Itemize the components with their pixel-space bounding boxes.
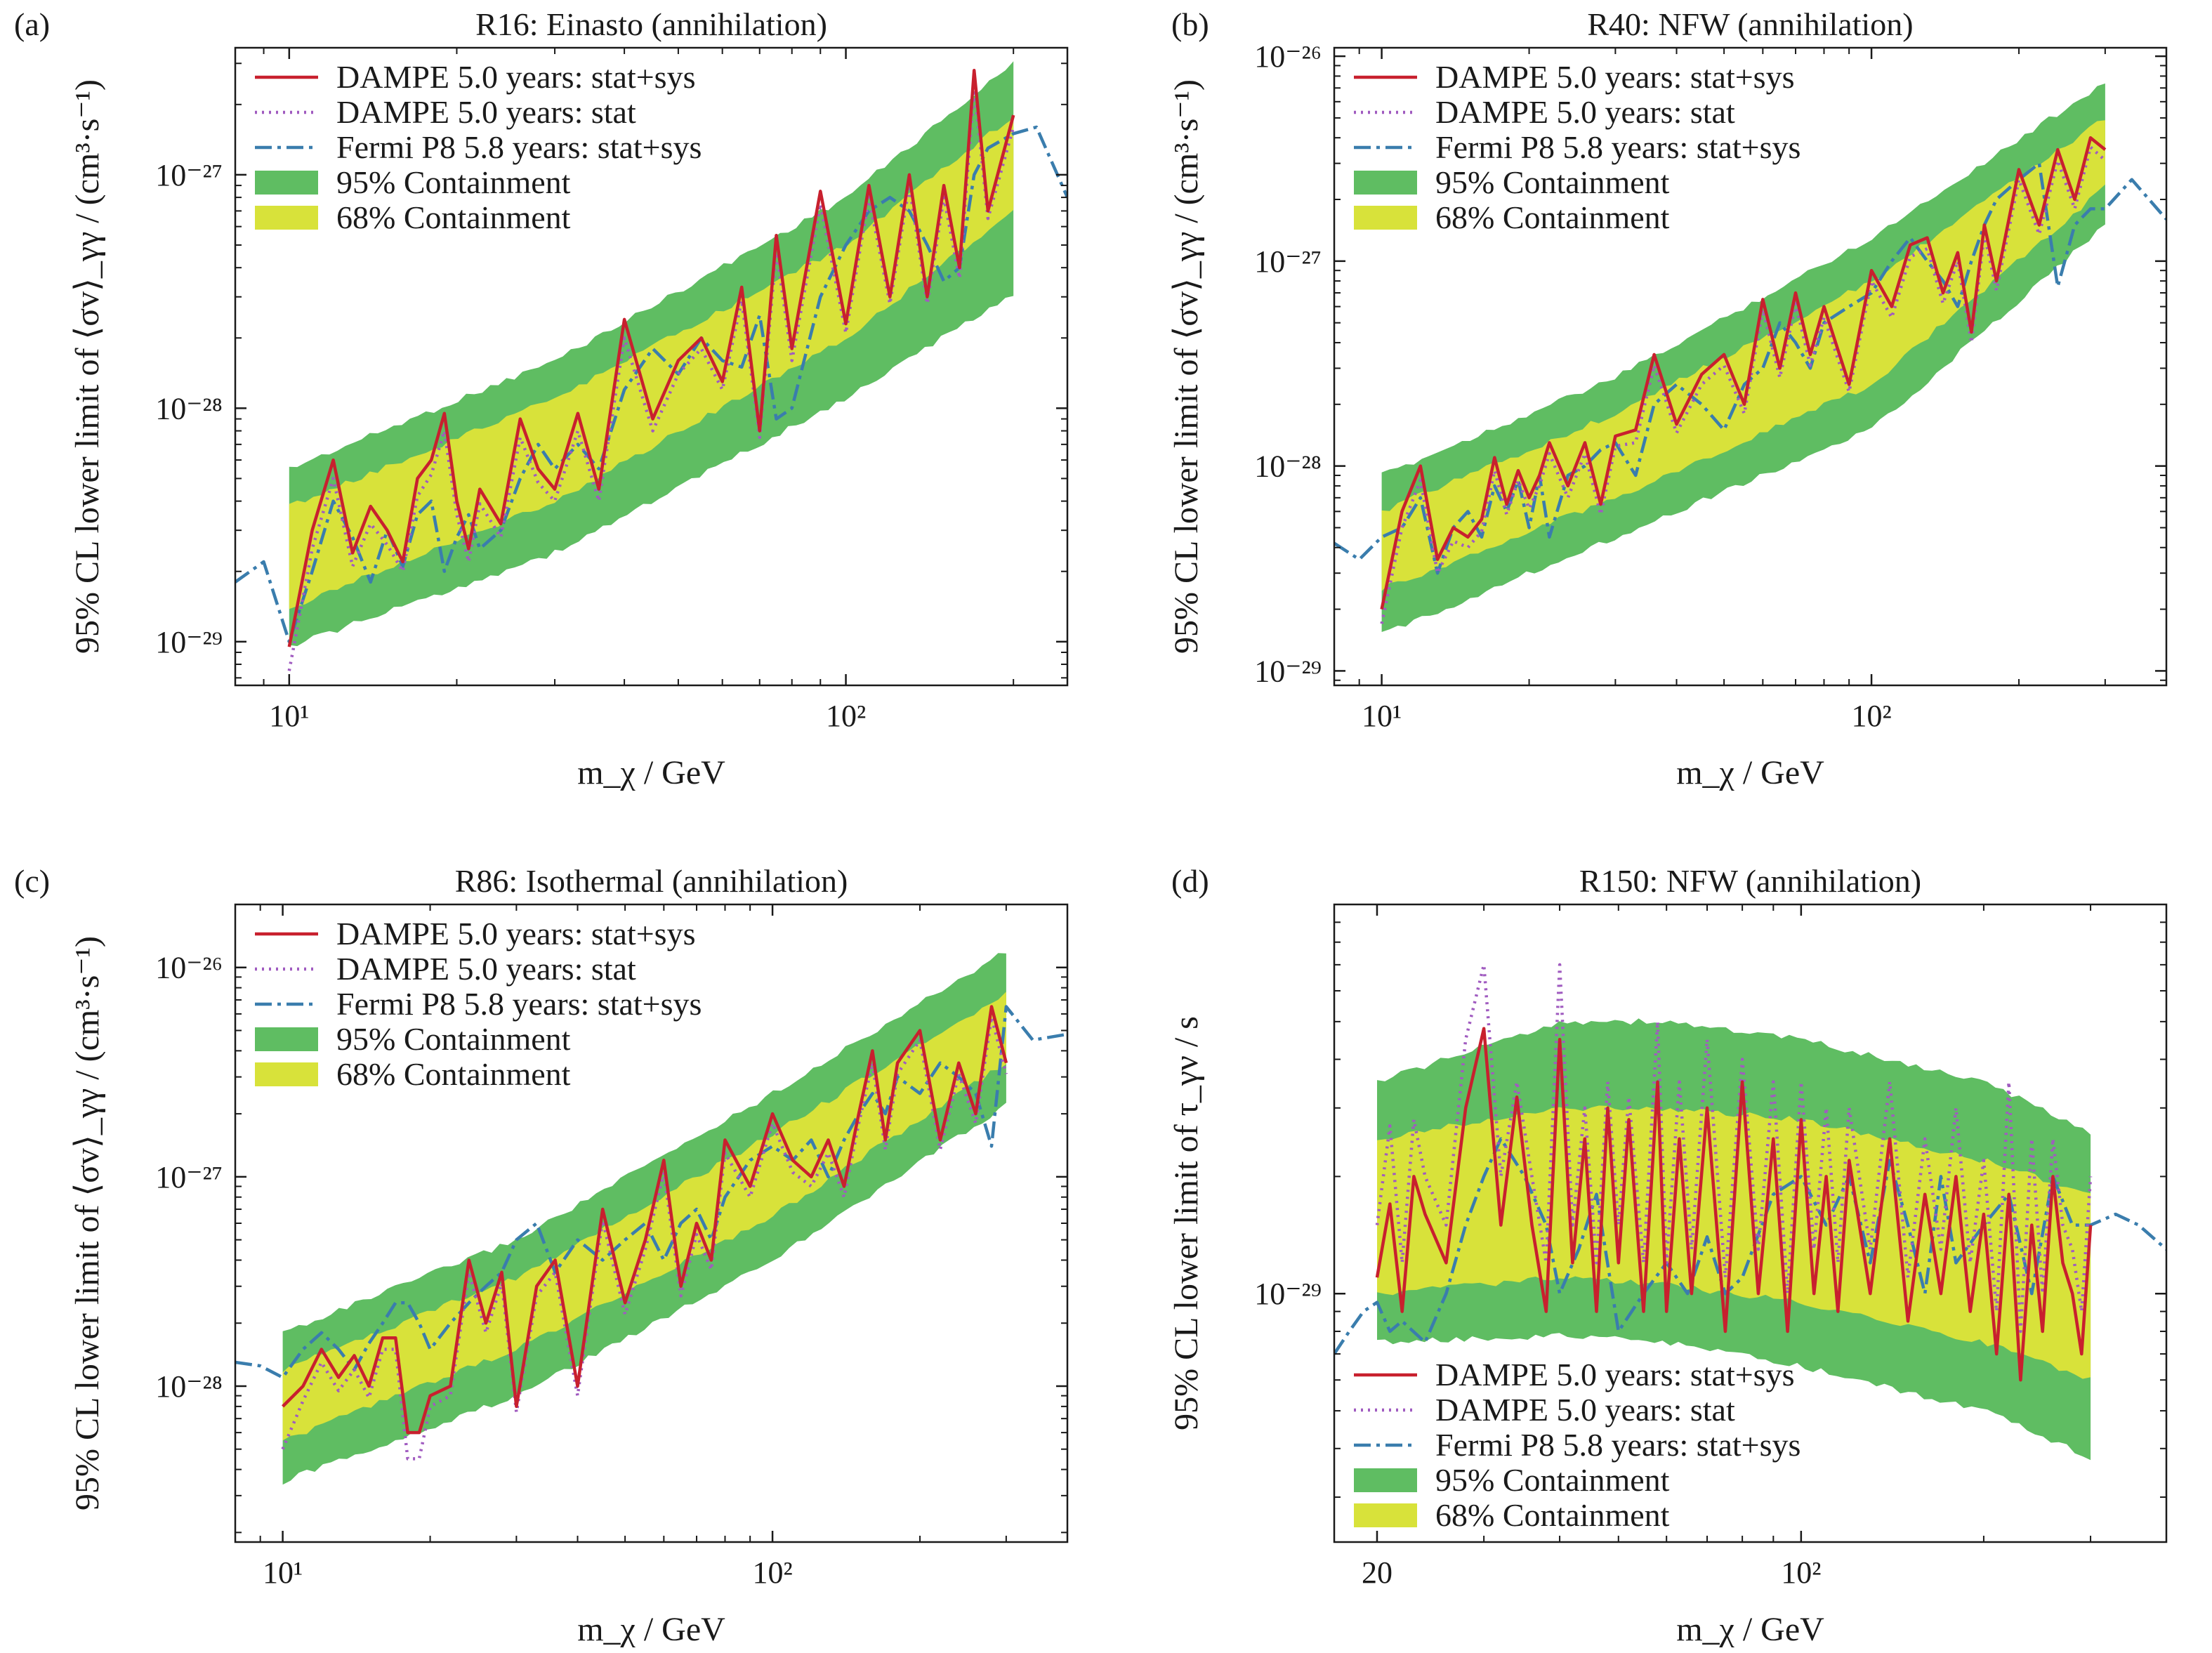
- legend-patch-swatch: [1354, 1468, 1417, 1492]
- axis-ticks: 10¹ 10² 10⁻²⁸ 10⁻²⁷ 10⁻²⁶: [155, 904, 1067, 1590]
- chart-panel-a: 10¹ 10² 10⁻²⁹ 10⁻²⁸ 10⁻²⁷ R16: Einasto (annih…: [14, 6, 1069, 791]
- plot-frame: [1333, 903, 2168, 1543]
- axis-ticks: 10¹ 10² 10⁻²⁹ 10⁻²⁸ 10⁻²⁷: [155, 48, 1067, 733]
- y-tick-label: 10⁻²⁷: [1254, 244, 1322, 279]
- series-line-fermi-p8: [1334, 1137, 2166, 1355]
- legend-entry-label: Fermi P8 5.8 years: stat+sys: [336, 129, 702, 165]
- legend-patch-swatch: [255, 1062, 318, 1086]
- plot-area: [235, 953, 1067, 1485]
- plot-area: [1334, 963, 2166, 1461]
- x-tick-label: 10¹: [263, 1555, 303, 1590]
- chart-title: R86: Isothermal (annihilation): [455, 863, 848, 899]
- legend-entry-label: 95% Containment: [1435, 164, 1670, 200]
- y-tick-label: 10⁻²⁸: [1254, 449, 1322, 484]
- y-axis-label: 95% CL lower limit of ⟨σv⟩_γγ / (cm³·s⁻¹…: [69, 79, 106, 654]
- legend-entry-label: DAMPE 5.0 years: stat: [336, 94, 636, 130]
- x-axis-label: m_χ / GeV: [577, 1611, 725, 1648]
- legend-patch-swatch: [255, 171, 318, 195]
- y-axis-label: 95% CL lower limit of τ_γν / s: [1168, 1016, 1205, 1430]
- x-tick-label: 10²: [826, 699, 866, 733]
- legend-entry-label: DAMPE 5.0 years: stat+sys: [1435, 1357, 1794, 1392]
- plot-frame: [1333, 46, 2168, 687]
- panel-label: (d): [1171, 863, 1209, 899]
- plot-area: [235, 61, 1067, 671]
- y-tick-label: 10⁻²⁹: [155, 625, 223, 659]
- series-line-fermi-p8: [235, 125, 1067, 644]
- y-axis-label: 95% CL lower limit of ⟨σv⟩_γγ / (cm³·s⁻¹…: [1168, 79, 1205, 654]
- series-line-fermi-p8: [1334, 162, 2166, 575]
- panel-label: (b): [1171, 6, 1209, 42]
- x-tick-label: 10²: [752, 1555, 792, 1590]
- panel-label: (c): [14, 863, 50, 899]
- legend-entry-label: 68% Containment: [336, 199, 571, 235]
- legend-entry-label: DAMPE 5.0 years: stat+sys: [336, 59, 695, 95]
- x-tick-label: 10²: [1851, 699, 1891, 733]
- legend-entry-label: 68% Containment: [1435, 199, 1670, 235]
- y-axis-label: 95% CL lower limit of ⟨σv⟩_γγ / (cm³·s⁻¹…: [69, 936, 106, 1510]
- legend-entry-label: DAMPE 5.0 years: stat+sys: [1435, 59, 1794, 95]
- chart-panel-b: 10¹ 10² 10⁻²⁹ 10⁻²⁸ 10⁻²⁷ 10⁻²⁶ R40: NFW (anni…: [1168, 6, 2168, 791]
- series-line-dampe-stat: [281, 1015, 1008, 1461]
- legend-entry-label: 95% Containment: [336, 164, 571, 200]
- chart-title: R16: Einasto (annihilation): [475, 6, 827, 42]
- y-tick-label: 10⁻²⁹: [1254, 1277, 1322, 1311]
- legend-entry-label: Fermi P8 5.8 years: stat+sys: [1435, 1427, 1800, 1463]
- legend-entry-label: DAMPE 5.0 years: stat+sys: [336, 916, 695, 951]
- y-tick-label: 10⁻²⁸: [155, 391, 223, 426]
- series-line-dampe-stat-sys: [1375, 1027, 2093, 1382]
- legend-patch-swatch: [1354, 206, 1417, 230]
- x-tick-label: 10²: [1781, 1555, 1821, 1590]
- series-line-dampe-stat: [287, 84, 1015, 671]
- x-tick-label: 20: [1362, 1555, 1393, 1590]
- plot-area: [1334, 83, 2166, 632]
- x-tick-label: 10¹: [269, 699, 309, 733]
- series-line-dampe-stat-sys: [287, 68, 1015, 647]
- legend-patch-swatch: [1354, 171, 1417, 195]
- legend-entry-label: 95% Containment: [336, 1021, 571, 1057]
- y-tick-label: 10⁻²⁶: [155, 951, 223, 985]
- legend-entry-label: DAMPE 5.0 years: stat: [336, 951, 636, 987]
- chart-panel-c: 10¹ 10² 10⁻²⁸ 10⁻²⁷ 10⁻²⁶ R86: Isothermal (an…: [14, 863, 1069, 1648]
- legend-patch-swatch: [1354, 1503, 1417, 1527]
- legend-entry-label: DAMPE 5.0 years: stat: [1435, 94, 1735, 130]
- series-line-fermi-p8: [235, 1005, 1067, 1379]
- legend-patch-swatch: [255, 206, 318, 230]
- y-tick-label: 10⁻²⁹: [1254, 654, 1322, 688]
- series-line-dampe-stat-sys: [282, 1005, 1008, 1435]
- band-68-containment: [1377, 1105, 2091, 1379]
- chart-title: R150: NFW (annihilation): [1579, 863, 1921, 899]
- legend-entry-label: 68% Containment: [336, 1056, 571, 1092]
- series-line-dampe-stat-sys: [1380, 136, 2107, 610]
- legend-entry-label: 68% Containment: [1435, 1497, 1670, 1533]
- y-tick-label: 10⁻²⁸: [155, 1369, 223, 1404]
- panel-label: (a): [14, 6, 50, 42]
- legend-patch-swatch: [255, 1027, 318, 1051]
- x-tick-label: 10¹: [1362, 699, 1402, 733]
- plot-frame: [234, 46, 1069, 687]
- legend-entry-label: Fermi P8 5.8 years: stat+sys: [1435, 129, 1800, 165]
- y-tick-label: 10⁻²⁷: [155, 158, 223, 192]
- legend-entry-label: 95% Containment: [1435, 1462, 1670, 1498]
- y-tick-label: 10⁻²⁶: [1254, 39, 1322, 74]
- band-68-containment: [282, 992, 1006, 1441]
- axis-ticks: 10¹ 10² 10⁻²⁹ 10⁻²⁸ 10⁻²⁷ 10⁻²⁶: [1254, 39, 2166, 733]
- x-axis-label: m_χ / GeV: [577, 754, 725, 791]
- legend-entry-label: Fermi P8 5.8 years: stat+sys: [336, 986, 702, 1022]
- x-axis-label: m_χ / GeV: [1676, 754, 1824, 791]
- chart-title: R40: NFW (annihilation): [1587, 6, 1913, 42]
- legend-entry-label: DAMPE 5.0 years: stat: [1435, 1392, 1735, 1428]
- series-line-dampe-stat: [1375, 963, 2093, 1333]
- y-tick-label: 10⁻²⁷: [155, 1160, 223, 1194]
- band-68-containment: [289, 118, 1014, 610]
- x-axis-label: m_χ / GeV: [1676, 1611, 1824, 1648]
